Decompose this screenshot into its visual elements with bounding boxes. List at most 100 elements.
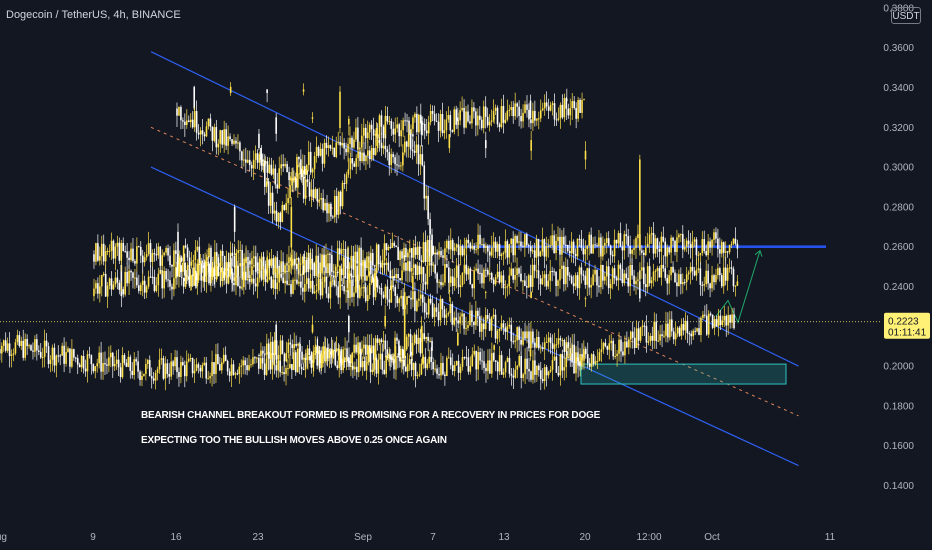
candle-body: [191, 358, 194, 374]
candle-body: [473, 350, 476, 355]
candle-body: [357, 151, 359, 159]
candle-body: [329, 263, 331, 276]
candle-body: [512, 107, 515, 117]
candle-body: [291, 364, 293, 371]
candle-body: [221, 130, 224, 145]
candle-body: [516, 268, 518, 275]
candlestick-series: [0, 82, 739, 391]
candle-body: [448, 240, 450, 250]
candle-body: [234, 373, 237, 375]
candle-body: [326, 202, 328, 214]
candle-body: [65, 352, 67, 364]
candle-body: [156, 369, 159, 373]
price-axis[interactable]: 0.38000.36000.34000.32000.30000.28000.26…: [883, 3, 930, 492]
candle-body: [147, 360, 149, 364]
candle-body: [549, 245, 552, 247]
candle-body: [290, 263, 292, 265]
candle-body: [329, 145, 332, 149]
candle-body: [439, 298, 442, 321]
candle-body: [437, 121, 440, 131]
candle-body: [624, 341, 626, 356]
candle-body: [516, 327, 518, 341]
candle-body: [567, 108, 570, 116]
candle-body: [375, 262, 378, 274]
candle-body: [186, 247, 189, 258]
candle-body: [688, 333, 691, 335]
candle-body: [199, 367, 202, 372]
candle-body: [282, 261, 284, 273]
candle-body: [366, 295, 369, 302]
candle-body: [232, 364, 235, 375]
candle-body: [229, 257, 232, 275]
candle-body: [337, 191, 340, 215]
candle-body: [364, 127, 367, 139]
candle-body: [159, 246, 162, 266]
candle-body: [289, 185, 291, 199]
candle-body: [418, 246, 421, 261]
candle-body: [477, 234, 479, 250]
candle-body: [417, 144, 420, 165]
candle-body: [384, 316, 386, 327]
candle-body: [487, 270, 489, 275]
candle-body: [394, 337, 396, 357]
candle-body: [629, 264, 631, 287]
candle-body: [199, 261, 202, 264]
candle-body: [453, 364, 456, 372]
candle-body: [304, 357, 307, 370]
candle-body: [90, 355, 93, 365]
candle-body: [49, 359, 52, 364]
candle-body: [399, 356, 401, 362]
candle-body: [431, 340, 433, 351]
candle-body: [403, 262, 405, 271]
candle-body: [703, 284, 706, 286]
candle-body: [709, 283, 711, 289]
candle-body: [384, 286, 387, 298]
candle-body: [530, 140, 532, 151]
candle-body: [276, 184, 279, 189]
candle-body: [502, 275, 505, 289]
candle-body: [715, 319, 718, 327]
candle-body: [504, 119, 507, 123]
candle-body: [317, 146, 320, 156]
candle-body: [415, 334, 418, 345]
candle-body: [637, 279, 639, 281]
candle-body: [349, 158, 352, 170]
candle-body: [309, 280, 312, 289]
candle-body: [162, 358, 165, 379]
candle-body: [401, 359, 403, 362]
candle-body: [573, 101, 575, 108]
candle-body: [352, 366, 354, 370]
candle-body: [331, 254, 333, 273]
candle-body: [280, 274, 282, 278]
candle-body: [115, 359, 118, 364]
candle-body: [145, 363, 147, 374]
candle-body: [61, 345, 63, 356]
candle-body: [281, 204, 284, 222]
candle-body: [644, 247, 647, 256]
candle-body: [586, 268, 589, 285]
candle-body: [373, 273, 376, 282]
candle-body: [136, 246, 138, 264]
candle-body: [387, 246, 390, 251]
symbol-header[interactable]: Dogecoin / TetherUS, 4h, BINANCE: [6, 9, 181, 21]
candle-body: [227, 268, 229, 277]
candle-body: [195, 273, 198, 281]
candle-body: [187, 358, 190, 362]
candle-body: [398, 340, 400, 356]
currency-badge[interactable]: USDT: [891, 7, 921, 24]
candle-body: [687, 240, 690, 245]
candle-body: [325, 142, 328, 148]
candle-body: [457, 332, 459, 346]
candle-body: [171, 286, 173, 290]
candle-body: [178, 264, 180, 277]
candle-body: [430, 356, 432, 362]
candle-body: [594, 244, 596, 246]
candle-body: [715, 232, 717, 239]
candle-body: [357, 127, 359, 150]
candle-body: [41, 356, 44, 358]
candle-body: [561, 354, 564, 371]
candle-body: [526, 286, 528, 288]
candle-body: [455, 317, 458, 321]
